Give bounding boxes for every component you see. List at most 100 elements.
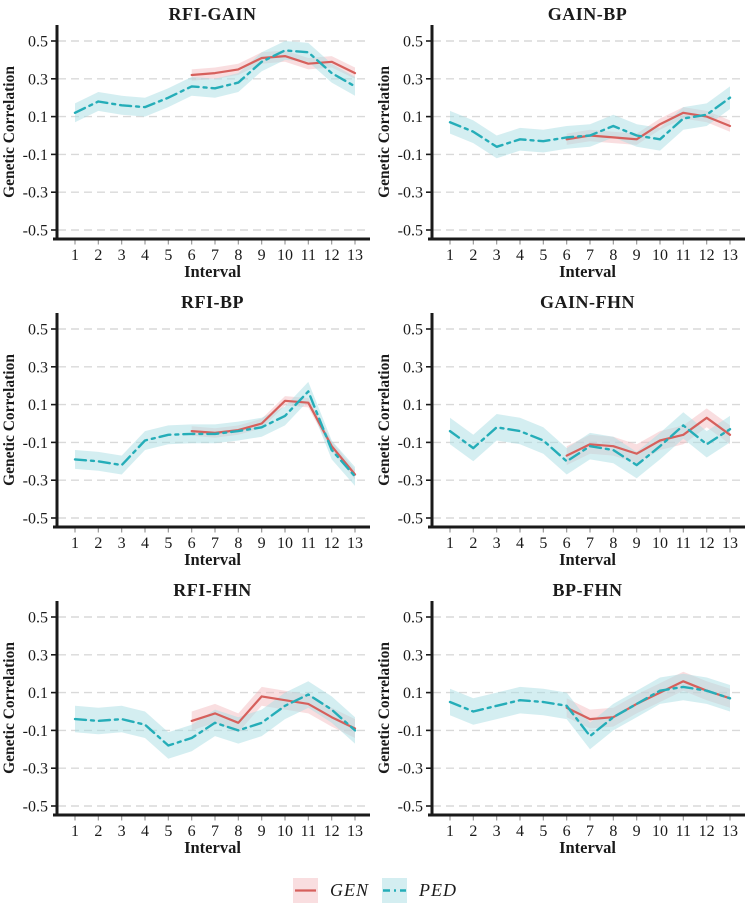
line-plot-bp-fhn: 0.50.30.1-0.1-0.3-0.51 2 3 4 5 6 7 8 9 10 11 12 13In… bbox=[376, 601, 745, 857]
x-tick-label: 7 bbox=[211, 823, 219, 840]
x-tick-label: 1 bbox=[446, 247, 454, 264]
x-tick-label: 11 bbox=[301, 247, 316, 264]
x-tick-label: 2 bbox=[469, 823, 477, 840]
chart-panel-rfi-gain: 0.5 0.3 0.1 -0.1 -0.3 -0.5 1 2 3 4 5 6 7 8 9 10 11 12 13 In… bbox=[0, 0, 375, 288]
x-tick-label: 9 bbox=[258, 823, 266, 840]
ped-line bbox=[448, 685, 732, 738]
x-tick-label: 3 bbox=[118, 823, 126, 840]
y-tick-label: 0.5 bbox=[403, 34, 423, 51]
y-tick-label: -0.5 bbox=[23, 511, 48, 528]
x-tick-label: 12 bbox=[324, 535, 340, 552]
x-tick-label: 6 bbox=[188, 247, 196, 264]
legend-item-ped: PED bbox=[382, 877, 457, 903]
legend-label-gen: GEN bbox=[330, 879, 369, 900]
y-axis-label: Genetic Correlation bbox=[376, 642, 393, 774]
x-tick-label: 13 bbox=[722, 247, 738, 264]
y-axis-label: Genetic Correlation bbox=[1, 642, 18, 774]
ped-line bbox=[73, 390, 357, 478]
y-tick-label: -0.5 bbox=[23, 223, 48, 240]
x-axis-label: Interval bbox=[559, 838, 616, 857]
y-tick-label: -0.5 bbox=[398, 799, 423, 816]
gen-ribbon bbox=[191, 396, 355, 480]
x-tick-label: 11 bbox=[676, 535, 691, 552]
chart-panel-gain-fhn: 0.5 0.3 0.1 -0.1 -0.3 -0.5 1 2 3 4 5 6 7 8 9 10 11 12 13 In… bbox=[375, 288, 750, 576]
x-tick-label: 7 bbox=[586, 535, 594, 552]
panel-title: GAIN-FHN bbox=[540, 292, 635, 312]
y-tick-label: -0.3 bbox=[23, 473, 48, 490]
y-tick-label: -0.1 bbox=[398, 723, 423, 740]
panel-title: RFI-FHN bbox=[173, 580, 252, 600]
y-tick-label: 0.5 bbox=[28, 610, 48, 627]
y-tick-label: 0.1 bbox=[28, 397, 48, 414]
y-tick-label: 0.1 bbox=[28, 685, 48, 702]
x-tick-label: 10 bbox=[277, 247, 293, 264]
x-tick-label: 1 bbox=[71, 823, 79, 840]
y-axis-label: Genetic Correlation bbox=[1, 354, 18, 486]
y-axis-label: Genetic Correlation bbox=[376, 354, 393, 486]
ped-swatch-icon bbox=[382, 877, 407, 903]
x-tick-label: 10 bbox=[277, 823, 293, 840]
x-tick-label: 12 bbox=[324, 823, 340, 840]
x-tick-label: 11 bbox=[676, 247, 691, 264]
panel-title: RFI-GAIN bbox=[168, 4, 257, 24]
x-tick-label: 9 bbox=[633, 535, 641, 552]
y-tick-label: -0.5 bbox=[398, 223, 423, 240]
y-tick-label: -0.1 bbox=[23, 147, 48, 164]
gen-line bbox=[565, 416, 732, 457]
x-tick-label: 13 bbox=[722, 823, 738, 840]
x-axis-label: Interval bbox=[184, 550, 241, 569]
y-tick-label: 0.5 bbox=[28, 322, 48, 339]
chart-panel-rfi-bp: 0.5 0.3 0.1 -0.1 -0.3 -0.5 1 2 3 4 5 6 7 8 9 10 11 12 13 In… bbox=[0, 288, 375, 576]
x-tick-label: 7 bbox=[586, 823, 594, 840]
x-tick-label: 11 bbox=[676, 823, 691, 840]
x-tick-label: 8 bbox=[609, 823, 617, 840]
x-tick-label: 5 bbox=[539, 823, 547, 840]
y-tick-label: -0.3 bbox=[398, 473, 423, 490]
y-tick-label: -0.1 bbox=[398, 435, 423, 452]
x-tick-label: 11 bbox=[301, 535, 316, 552]
y-tick-label: 0.1 bbox=[28, 109, 48, 126]
x-tick-label: 7 bbox=[211, 535, 219, 552]
x-tick-label: 9 bbox=[258, 247, 266, 264]
panel-title: GAIN-BP bbox=[547, 4, 628, 24]
x-tick-label: 13 bbox=[347, 535, 363, 552]
gen-line bbox=[190, 399, 357, 476]
y-tick-label: 0.3 bbox=[28, 71, 48, 88]
x-tick-label: 12 bbox=[699, 535, 715, 552]
x-tick-label: 5 bbox=[539, 535, 547, 552]
ped-ribbon bbox=[75, 41, 355, 123]
ped-line bbox=[448, 96, 732, 149]
x-tick-label: 7 bbox=[211, 247, 219, 264]
x-tick-label: 13 bbox=[347, 823, 363, 840]
x-tick-label: 2 bbox=[469, 535, 477, 552]
x-tick-label: 4 bbox=[141, 823, 149, 840]
x-tick-label: 6 bbox=[563, 823, 571, 840]
x-tick-label: 12 bbox=[699, 247, 715, 264]
x-axis-label: Interval bbox=[184, 262, 241, 281]
x-tick-label: 4 bbox=[516, 535, 524, 552]
y-tick-label: 0.3 bbox=[403, 647, 423, 664]
x-tick-label: 4 bbox=[516, 823, 524, 840]
x-tick-label: 4 bbox=[141, 535, 149, 552]
gen-line bbox=[190, 695, 357, 730]
y-tick-label: -0.1 bbox=[398, 147, 423, 164]
x-tick-label: 1 bbox=[446, 823, 454, 840]
x-tick-label: 1 bbox=[71, 535, 79, 552]
y-tick-label: 0.5 bbox=[28, 34, 48, 51]
x-tick-label: 3 bbox=[118, 247, 126, 264]
line-plot-rfi-bp: 0.50.30.1-0.1-0.3-0.51 2 3 4 5 6 7 8 9 10 11 12 13In… bbox=[1, 313, 370, 569]
x-tick-label: 10 bbox=[277, 535, 293, 552]
x-tick-label: 3 bbox=[118, 535, 126, 552]
y-tick-label: -0.3 bbox=[23, 185, 48, 202]
x-tick-label: 3 bbox=[493, 535, 501, 552]
y-tick-label: -0.5 bbox=[23, 799, 48, 816]
line-plot-gain-fhn: 0.50.30.1-0.1-0.3-0.51 2 3 4 5 6 7 8 9 10 11 12 13In… bbox=[376, 313, 745, 569]
y-tick-label: 0.1 bbox=[403, 397, 423, 414]
x-tick-label: 6 bbox=[563, 247, 571, 264]
x-tick-label: 9 bbox=[633, 247, 641, 264]
x-tick-label: 9 bbox=[258, 535, 266, 552]
x-tick-label: 2 bbox=[94, 247, 102, 264]
x-tick-label: 5 bbox=[164, 247, 172, 264]
panel-title: BP-FHN bbox=[552, 580, 623, 600]
